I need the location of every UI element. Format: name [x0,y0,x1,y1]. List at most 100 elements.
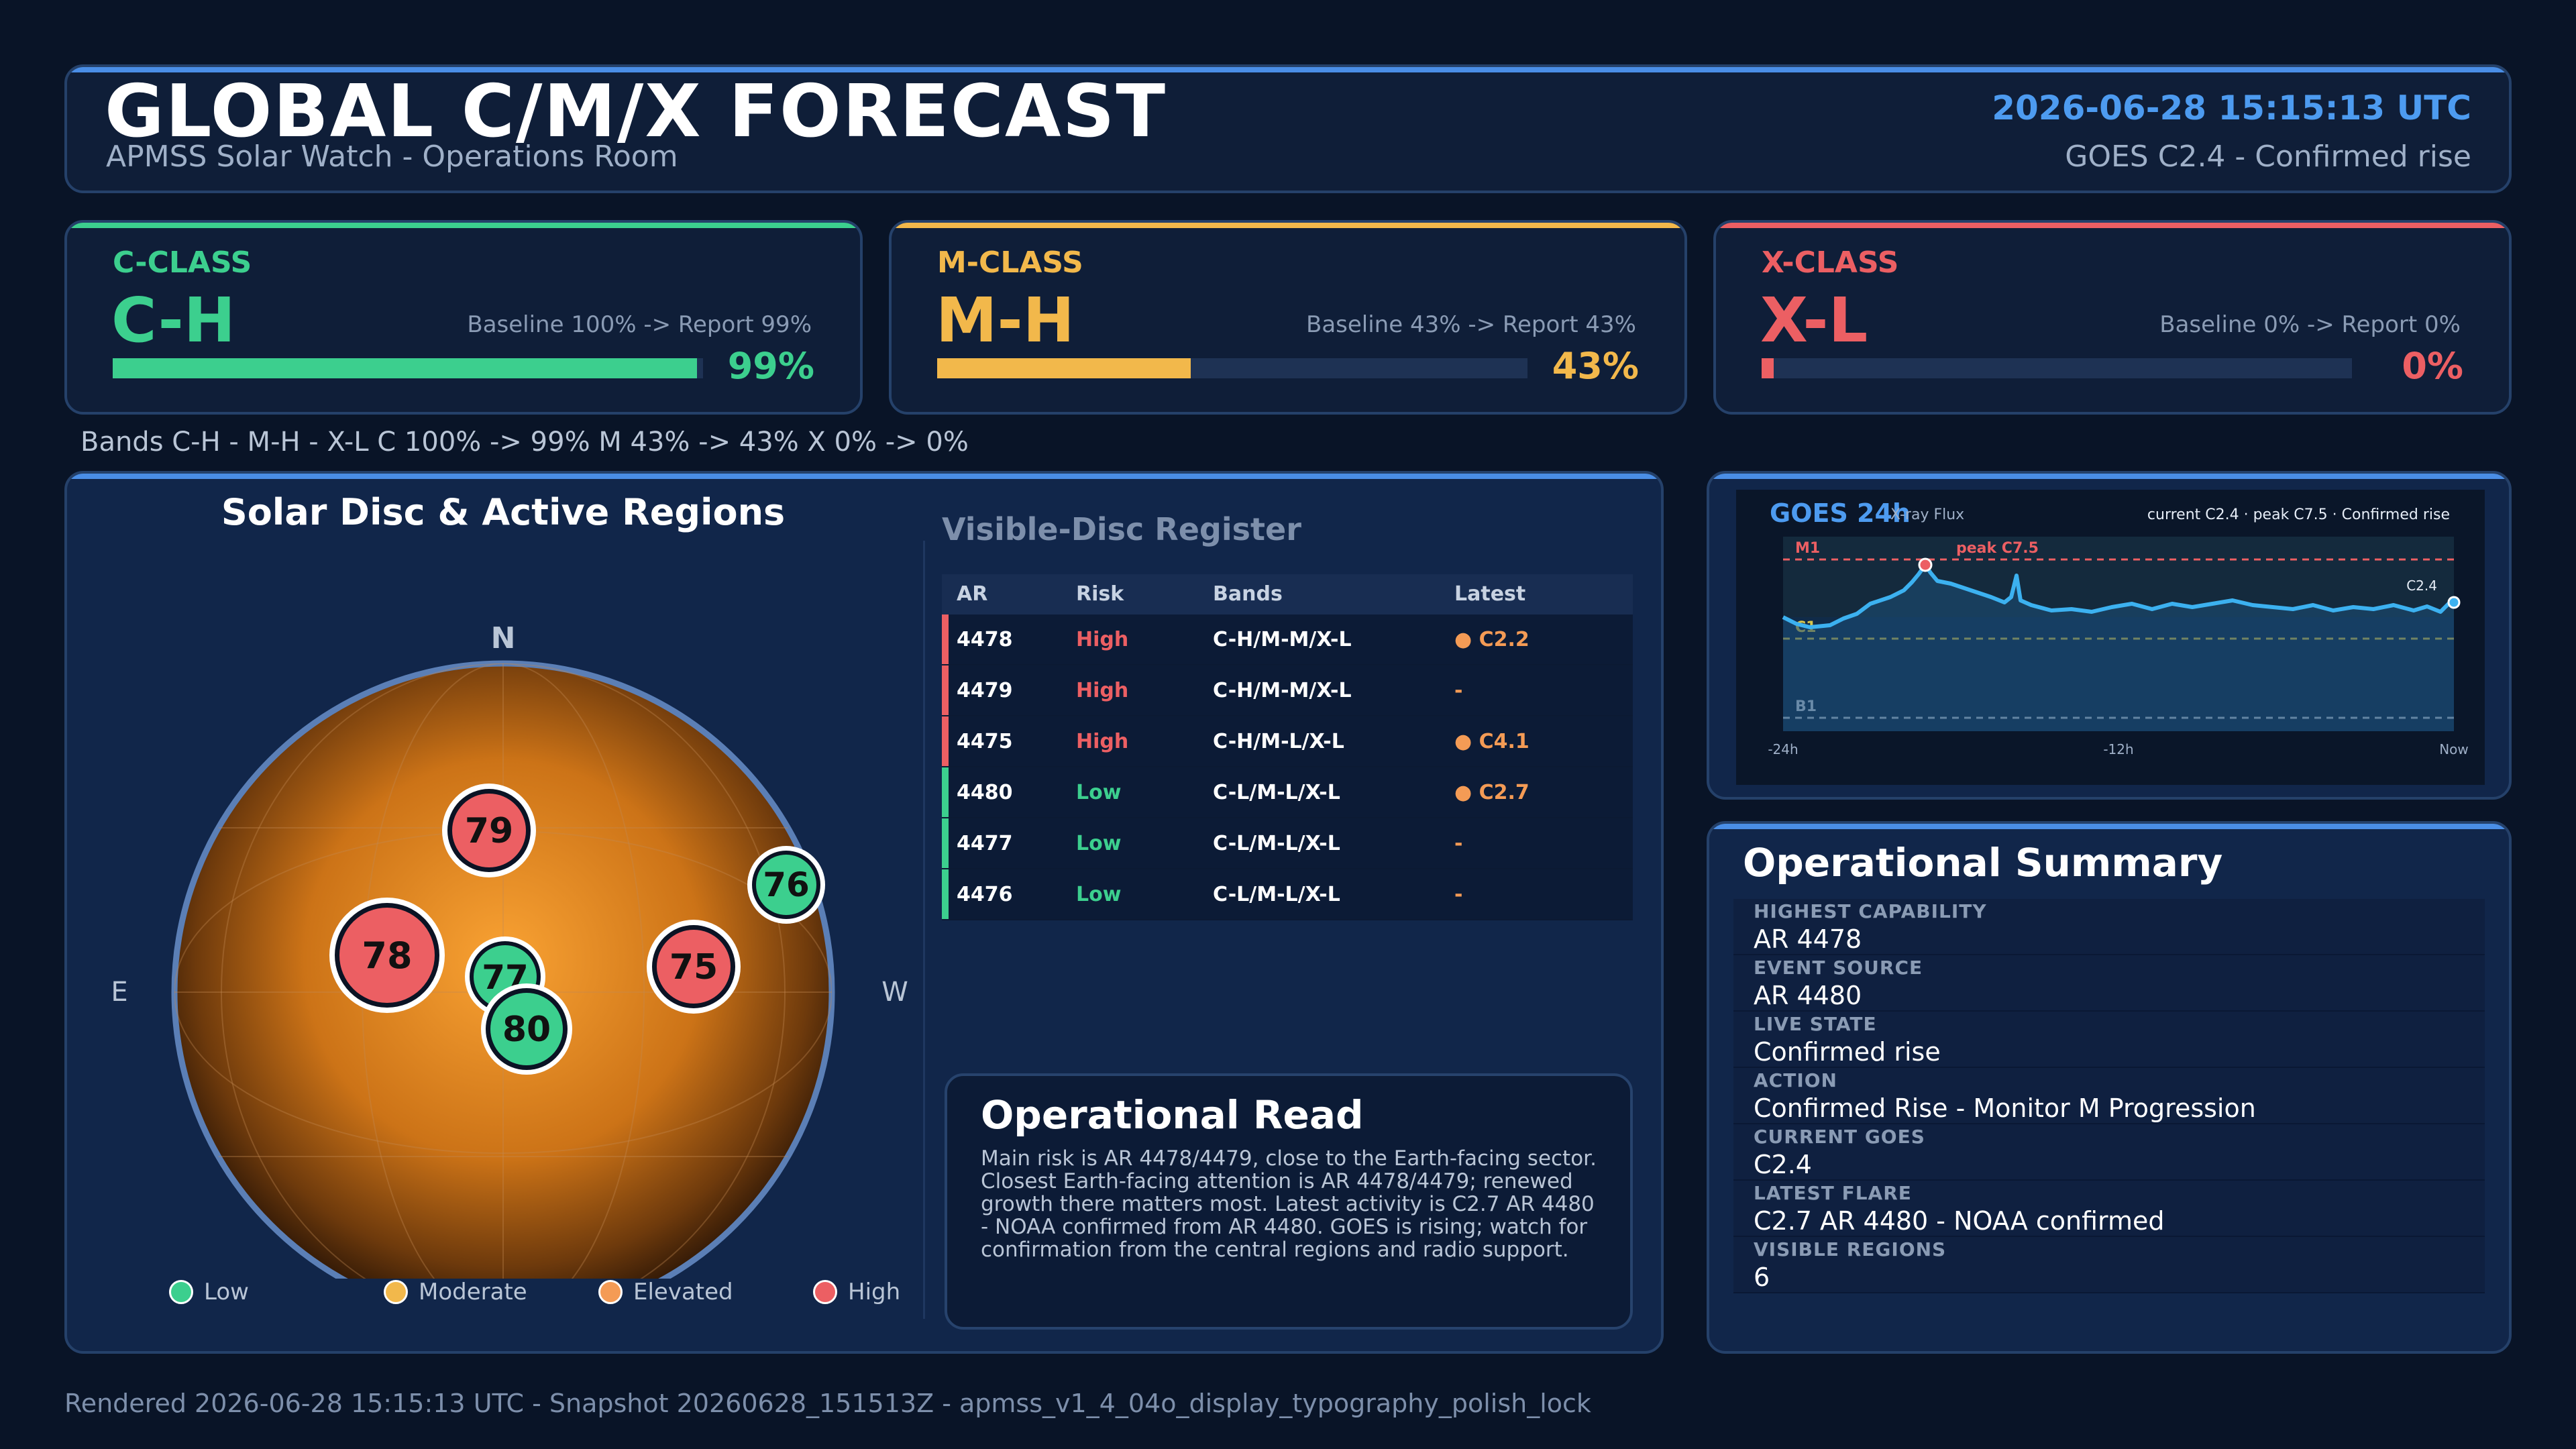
region-label: 80 [502,1010,551,1050]
goes-subtitle: X-ray Flux [1890,506,1964,523]
c-class-band: C-H [111,284,235,356]
summary-value: Confirmed Rise - Monitor M Progression [1754,1093,2256,1123]
x-class-percent: 0% [2402,345,2463,387]
row-latest: ● C2.7 [1454,781,1529,804]
row-latest: ● C2.2 [1454,628,1529,651]
row-ar: 4478 [957,628,1013,651]
legend-label: Moderate [419,1279,527,1305]
row-risk: Low [1076,781,1122,804]
region-label: 79 [465,811,513,851]
register-row[interactable]: 4478 High C-H/M-M/X-L ● C2.2 [942,614,1633,665]
summary-value: C2.4 [1754,1150,1812,1179]
c-class-progress-track [113,358,703,378]
summary-row: CURRENT GOES C2.4 [1733,1124,2485,1181]
row-risk: Low [1076,883,1122,906]
row-latest: - [1454,832,1463,855]
operational-summary-panel: Operational Summary HIGHEST CAPABILITY AR… [1707,821,2512,1354]
current-marker [2447,596,2461,609]
c-class-baseline: Baseline 100% -> Report 99% [467,311,812,338]
goes-chart-frame: M1 C1 B1 peak C7.5 C2.4 GOES 24h X-ray F… [1736,490,2485,785]
active-region-76[interactable]: 76 [747,846,825,924]
risk-indicator-bar [942,665,949,715]
summary-value: AR 4480 [1754,981,1862,1010]
x-class-card: X-CLASS X-L Baseline 0% -> Report 0% 0% [1713,220,2512,415]
register-row[interactable]: 4477 Low C-L/M-L/X-L - [942,818,1633,869]
m-class-band: M-H [936,284,1075,356]
c-class-label: C-CLASS [113,246,252,280]
register-row[interactable]: 4475 High C-H/M-L/X-L ● C4.1 [942,716,1633,767]
summary-accent-bar [1709,824,2509,829]
col-risk: Risk [1076,582,1124,606]
risk-indicator-bar [942,869,949,919]
row-risk: Low [1076,832,1122,855]
header-card: GLOBAL C/M/X FORECAST APMSS Solar Watch … [64,64,2512,193]
summary-key: ACTION [1754,1069,1837,1091]
summary-list: HIGHEST CAPABILITY AR 4478 EVENT SOURCE AR … [1733,899,2485,1293]
region-label: 76 [763,865,810,904]
peak-label: peak C7.5 [1956,540,2039,557]
legend-label: High [848,1279,901,1305]
register-row[interactable]: 4479 High C-H/M-M/X-L - [942,665,1633,716]
row-bands: C-L/M-L/X-L [1213,781,1340,804]
register-row[interactable]: 4476 Low C-L/M-L/X-L - [942,869,1633,920]
x-class-progress-track [1762,358,2352,378]
legend-moderate: Moderate [384,1279,527,1305]
m-class-card: M-CLASS M-H Baseline 43% -> Report 43% 4… [889,220,1687,415]
legend-low: Low [169,1279,249,1305]
active-region-78[interactable]: 78 [329,898,445,1013]
panel-divider [923,541,925,1319]
legend-elevated: Elevated [598,1279,733,1305]
register-rows: 4478 High C-H/M-M/X-L ● C2.2 4479 High C-H/M-M… [942,614,1633,920]
goes-accent-bar [1709,474,2509,479]
header-accent-bar [67,67,2509,72]
m-class-accent-bar [892,223,1684,228]
x-tick-end: Now [2439,741,2469,757]
current-label: C2.4 [2406,578,2437,594]
risk-indicator-bar [942,767,949,817]
m-class-label: M-CLASS [937,246,1083,280]
row-risk: High [1076,628,1129,651]
summary-row: ACTION Confirmed Rise - Monitor M Progres… [1733,1068,2485,1124]
goes-status-line: current C2.4 · peak C7.5 · Confirmed ris… [2147,506,2450,523]
active-region-75[interactable]: 75 [647,920,741,1014]
x-class-band: X-L [1760,284,1868,356]
active-region-80[interactable]: 80 [481,983,572,1075]
compass-n: N [491,621,516,655]
x-class-accent-bar [1716,223,2509,228]
solar-disc-panel: Solar Disc & Active Regions N S E W [64,471,1664,1354]
legend-dot [384,1280,408,1304]
goes-status: GOES C2.4 - Confirmed rise [2065,140,2471,174]
summary-value: 6 [1754,1263,1770,1292]
summary-row: LATEST FLARE C2.7 AR 4480 - NOAA confirme… [1733,1181,2485,1237]
main-panel-accent-bar [67,474,1661,479]
x-class-label: X-CLASS [1762,246,1899,280]
row-ar: 4480 [957,781,1013,804]
row-bands: C-L/M-L/X-L [1213,832,1340,855]
risk-indicator-bar [942,818,949,868]
m-class-progress-fill [937,358,1191,378]
register-table: AR Risk Bands Latest 4478 High C-H/M-M/X-L… [942,574,1633,920]
summary-value: Confirmed rise [1754,1037,1941,1067]
active-region-79[interactable]: 79 [442,784,536,877]
disc-title: Solar Disc & Active Regions [221,491,786,533]
register-row[interactable]: 4480 Low C-L/M-L/X-L ● C2.7 [942,767,1633,818]
summary-row: LIVE STATE Confirmed rise [1733,1012,2485,1068]
c-class-card: C-CLASS C-H Baseline 100% -> Report 99% … [64,220,863,415]
row-bands: C-L/M-L/X-L [1213,883,1340,906]
operational-read-card: Operational Read Main risk is AR 4478/44… [945,1073,1633,1330]
page-title: GLOBAL C/M/X FORECAST [105,70,1167,154]
goes-flux-line [1782,563,2455,629]
peak-marker [1918,557,1933,572]
compass-w: W [881,977,908,1008]
m-class-progress-track [937,358,1527,378]
c-class-progress-fill [113,358,698,378]
row-latest: - [1454,883,1463,906]
summary-title: Operational Summary [1743,840,2223,885]
row-risk: High [1076,679,1129,702]
legend-label: Elevated [633,1279,733,1305]
goes-title: GOES 24h [1770,498,1911,528]
c-class-accent-bar [67,223,860,228]
legend-label: Low [204,1279,249,1305]
row-ar: 4479 [957,679,1013,702]
compass-e: E [111,977,127,1008]
